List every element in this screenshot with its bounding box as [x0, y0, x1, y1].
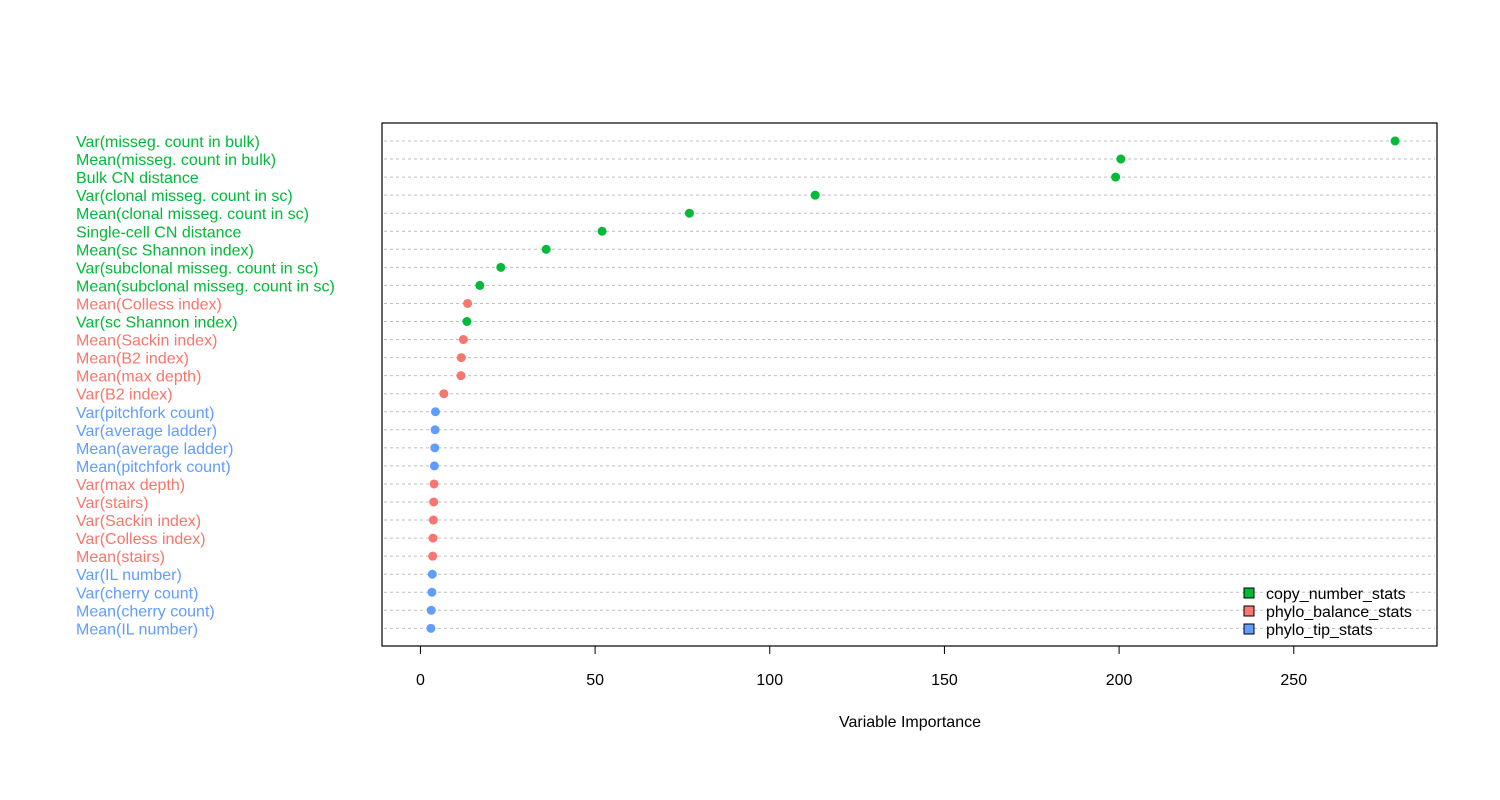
data-point: [426, 605, 436, 615]
x-tick-label: 250: [1280, 672, 1307, 689]
data-point: [810, 190, 820, 200]
data-point: [429, 479, 439, 489]
row-label: Var(clonal misseg. count in sc): [76, 188, 293, 205]
row-label: Var(pitchfork count): [76, 405, 214, 422]
row-label: Var(Sackin index): [76, 513, 201, 530]
data-point: [541, 244, 551, 254]
data-point: [428, 515, 438, 525]
data-point: [430, 443, 440, 453]
plot-frame: [381, 122, 1438, 647]
row-label: Single-cell CN distance: [76, 224, 242, 241]
data-point: [439, 389, 449, 399]
data-point: [597, 226, 607, 236]
legend-label: phylo_tip_stats: [1266, 622, 1373, 639]
data-point: [1390, 136, 1400, 146]
x-axis-label: Variable Importance: [839, 714, 981, 731]
row-label: Mean(Colless index): [76, 296, 222, 313]
row-label: Var(B2 index): [76, 387, 173, 404]
data-point: [1111, 172, 1121, 182]
data-point: [428, 533, 438, 543]
row-label: Mean(pitchfork count): [76, 459, 231, 476]
data-point: [428, 551, 438, 561]
row-label: Var(average ladder): [76, 423, 217, 440]
row-label: Mean(B2 index): [76, 351, 189, 368]
row-label: Var(misseg. count in bulk): [76, 134, 260, 151]
row-label: Var(cherry count): [76, 585, 198, 602]
row-label: Var(sc Shannon index): [76, 315, 238, 332]
legend-label: copy_number_stats: [1266, 586, 1406, 603]
row-label: Var(max depth): [76, 477, 185, 494]
legend-label: phylo_balance_stats: [1266, 604, 1412, 621]
row-label: Var(stairs): [76, 495, 149, 512]
row-label: Mean(Sackin index): [76, 333, 217, 350]
row-label: Mean(clonal misseg. count in sc): [76, 206, 309, 223]
data-point: [430, 407, 440, 417]
row-label: Mean(sc Shannon index): [76, 242, 254, 259]
data-point: [684, 208, 694, 218]
point-marks: [426, 136, 1400, 633]
data-point: [456, 353, 466, 363]
row-label: Var(subclonal misseg. count in sc): [76, 260, 318, 277]
data-point: [463, 298, 473, 308]
data-point: [426, 623, 436, 633]
row-label: Mean(max depth): [76, 369, 201, 386]
data-point: [462, 317, 472, 326]
row-label: Mean(cherry count): [76, 603, 215, 620]
row-label: Mean(stairs): [76, 549, 165, 566]
data-point: [430, 425, 440, 435]
row-label: Var(Colless index): [76, 531, 206, 548]
data-point: [496, 262, 506, 272]
data-point: [427, 569, 437, 579]
data-point: [475, 280, 485, 290]
data-point: [456, 371, 466, 381]
row-label: Mean(subclonal misseg. count in sc): [76, 278, 335, 295]
row-label: Mean(average ladder): [76, 441, 233, 458]
row-label: Var(IL number): [76, 567, 182, 584]
data-point: [429, 461, 439, 471]
grid-lines: [384, 140, 1435, 629]
x-tick-label: 50: [586, 672, 604, 689]
data-point: [429, 497, 439, 507]
legend-swatch: [1243, 623, 1255, 635]
row-label: Bulk CN distance: [76, 170, 199, 187]
legend-swatch: [1243, 605, 1255, 617]
legend-swatch: [1243, 587, 1255, 599]
x-ticks: 0 50 100 150 200 250: [416, 646, 1307, 689]
data-point: [1116, 154, 1126, 164]
data-point: [427, 587, 437, 597]
data-point: [458, 335, 468, 345]
x-axis: 0 50 100 150 200 250: [416, 645, 1307, 689]
legend: copy_number_statsphylo_balance_statsphyl…: [1243, 586, 1412, 639]
x-tick-label: 0: [416, 672, 425, 689]
row-label: Mean(IL number): [76, 621, 198, 638]
x-tick-label: 200: [1106, 672, 1133, 689]
row-labels: Var(misseg. count in bulk)Mean(misseg. c…: [76, 134, 335, 638]
row-label: Mean(misseg. count in bulk): [76, 152, 276, 169]
x-tick-label: 100: [756, 672, 783, 689]
x-tick-label: 150: [931, 672, 958, 689]
